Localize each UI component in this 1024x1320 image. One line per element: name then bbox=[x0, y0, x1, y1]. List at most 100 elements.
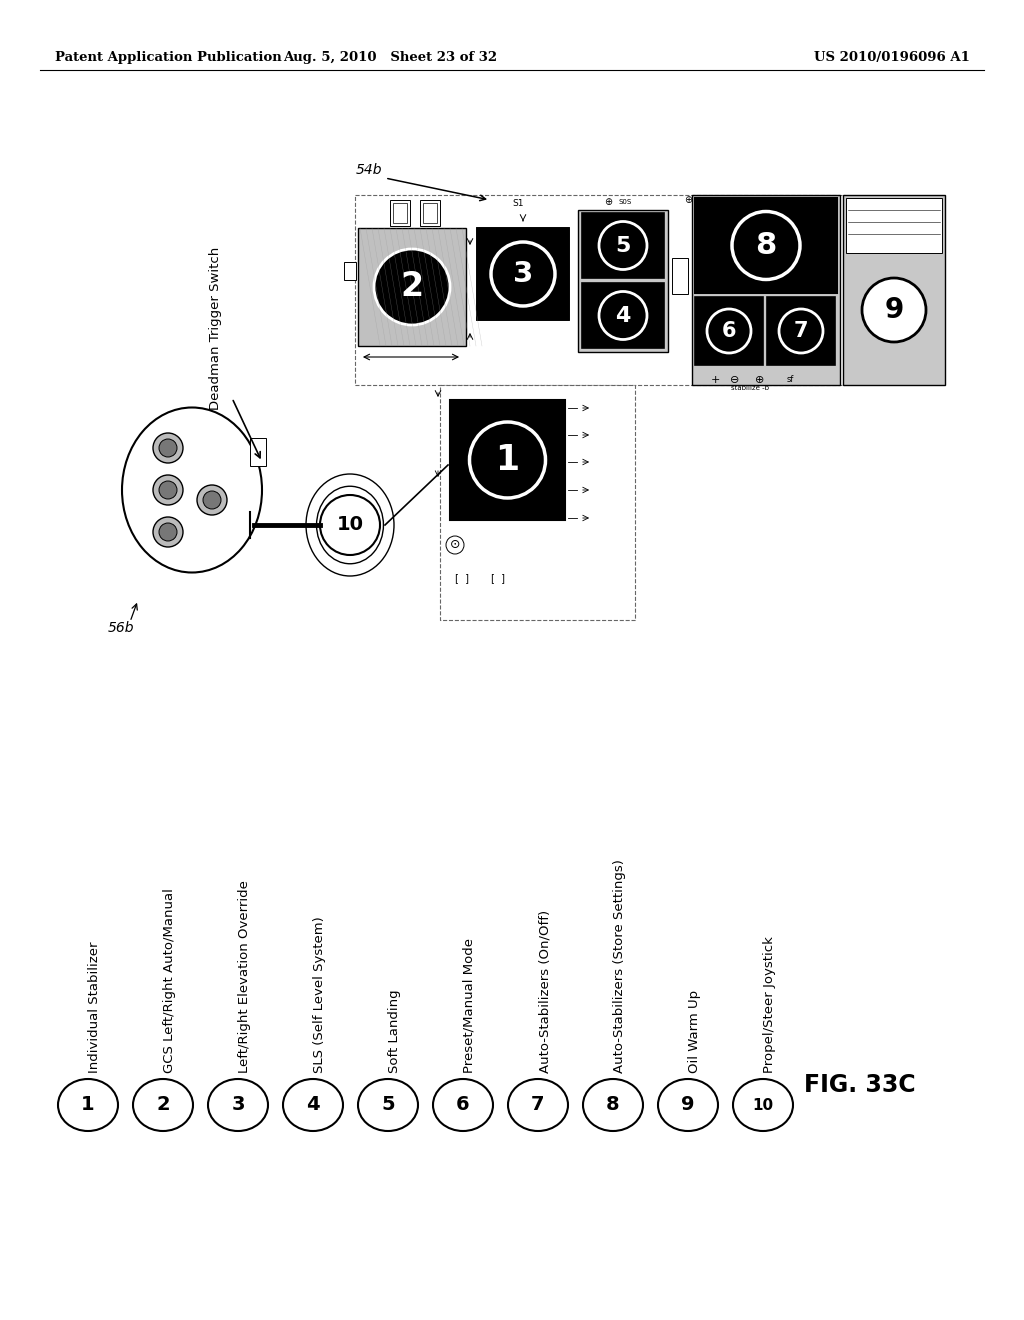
Text: 6: 6 bbox=[722, 321, 736, 341]
Text: S0S: S0S bbox=[618, 199, 632, 205]
Bar bbox=[390, 201, 410, 226]
Text: stabilize -b: stabilize -b bbox=[731, 385, 769, 391]
Bar bbox=[477, 228, 569, 319]
Circle shape bbox=[599, 222, 647, 269]
Text: 9: 9 bbox=[681, 1096, 694, 1114]
Bar bbox=[695, 297, 763, 366]
Text: 10: 10 bbox=[753, 1097, 773, 1113]
Ellipse shape bbox=[208, 1078, 268, 1131]
Text: GCS Left/Right Auto/Manual: GCS Left/Right Auto/Manual bbox=[163, 888, 176, 1073]
Text: ⊖: ⊖ bbox=[730, 375, 739, 385]
Text: US 2010/0196096 A1: US 2010/0196096 A1 bbox=[814, 50, 970, 63]
Bar bbox=[423, 203, 437, 223]
Text: Auto-Stabilizers (Store Settings): Auto-Stabilizers (Store Settings) bbox=[613, 859, 626, 1073]
Text: Left/Right Elevation Override: Left/Right Elevation Override bbox=[238, 880, 251, 1073]
Circle shape bbox=[159, 480, 177, 499]
Text: 7: 7 bbox=[531, 1096, 545, 1114]
Ellipse shape bbox=[733, 1078, 793, 1131]
Ellipse shape bbox=[358, 1078, 418, 1131]
Text: ⊕: ⊕ bbox=[756, 375, 765, 385]
Circle shape bbox=[159, 523, 177, 541]
Text: [  ]: [ ] bbox=[455, 573, 469, 583]
Bar bbox=[582, 282, 664, 348]
Text: sf: sf bbox=[786, 375, 794, 384]
Bar bbox=[672, 257, 688, 294]
Text: Aug. 5, 2010   Sheet 23 of 32: Aug. 5, 2010 Sheet 23 of 32 bbox=[283, 50, 497, 63]
Circle shape bbox=[446, 536, 464, 554]
Text: FIG. 33C: FIG. 33C bbox=[804, 1073, 915, 1097]
Ellipse shape bbox=[508, 1078, 568, 1131]
Circle shape bbox=[203, 491, 221, 510]
Text: 6: 6 bbox=[456, 1096, 470, 1114]
Circle shape bbox=[197, 484, 227, 515]
Ellipse shape bbox=[658, 1078, 718, 1131]
Text: 4: 4 bbox=[615, 305, 631, 326]
Text: Preset/Manual Mode: Preset/Manual Mode bbox=[463, 939, 476, 1073]
Text: 7: 7 bbox=[794, 321, 808, 341]
Bar bbox=[740, 195, 795, 238]
Text: Oil Warm Up: Oil Warm Up bbox=[688, 990, 701, 1073]
Bar bbox=[843, 195, 945, 385]
Circle shape bbox=[599, 292, 647, 339]
Text: Individual Stabilizer: Individual Stabilizer bbox=[88, 941, 101, 1073]
Bar bbox=[344, 261, 356, 280]
Bar bbox=[477, 228, 569, 319]
Bar bbox=[695, 198, 837, 293]
Bar bbox=[420, 201, 440, 226]
Ellipse shape bbox=[58, 1078, 118, 1131]
Text: S1: S1 bbox=[512, 199, 523, 209]
Circle shape bbox=[779, 309, 823, 352]
Ellipse shape bbox=[283, 1078, 343, 1131]
Text: ⊕: ⊕ bbox=[604, 197, 612, 207]
Text: +: + bbox=[711, 375, 720, 385]
Text: Propel/Steer Joystick: Propel/Steer Joystick bbox=[763, 936, 776, 1073]
Text: 5: 5 bbox=[381, 1096, 395, 1114]
Bar bbox=[440, 385, 635, 620]
Ellipse shape bbox=[122, 408, 262, 573]
Ellipse shape bbox=[433, 1078, 493, 1131]
Text: [  ]: [ ] bbox=[490, 573, 505, 583]
Circle shape bbox=[159, 440, 177, 457]
Text: Auto-Stabilizers (On/Off): Auto-Stabilizers (On/Off) bbox=[538, 909, 551, 1073]
Text: ⊕: ⊕ bbox=[684, 195, 692, 205]
Circle shape bbox=[374, 249, 450, 325]
Text: Deadman Trigger Switch: Deadman Trigger Switch bbox=[209, 247, 221, 409]
Text: □: □ bbox=[701, 198, 709, 206]
Bar bbox=[846, 198, 942, 253]
Bar bbox=[582, 213, 664, 279]
Text: 3: 3 bbox=[513, 260, 534, 288]
Circle shape bbox=[469, 422, 546, 498]
Ellipse shape bbox=[133, 1078, 193, 1131]
Text: 2: 2 bbox=[400, 271, 424, 304]
Bar bbox=[250, 438, 266, 466]
Text: 8: 8 bbox=[606, 1096, 620, 1114]
Text: 54b: 54b bbox=[356, 162, 383, 177]
Bar bbox=[767, 297, 835, 366]
Bar bbox=[578, 210, 668, 352]
Bar bbox=[358, 228, 466, 346]
Circle shape bbox=[732, 211, 800, 280]
Text: 3: 3 bbox=[231, 1096, 245, 1114]
Bar bbox=[450, 400, 565, 520]
Text: 9: 9 bbox=[885, 296, 903, 323]
Text: 1: 1 bbox=[81, 1096, 95, 1114]
Circle shape bbox=[153, 475, 183, 506]
Text: Soft Landing: Soft Landing bbox=[388, 990, 401, 1073]
Bar bbox=[393, 203, 407, 223]
Circle shape bbox=[490, 242, 555, 306]
Circle shape bbox=[707, 309, 751, 352]
Circle shape bbox=[319, 495, 380, 554]
Bar bbox=[355, 195, 845, 385]
Text: 10: 10 bbox=[337, 516, 364, 535]
Bar bbox=[692, 195, 840, 385]
Text: Patent Application Publication: Patent Application Publication bbox=[55, 50, 282, 63]
Circle shape bbox=[862, 279, 926, 342]
Text: 2: 2 bbox=[157, 1096, 170, 1114]
Text: ⊙: ⊙ bbox=[450, 539, 460, 552]
Text: 8: 8 bbox=[756, 231, 776, 260]
Text: 1: 1 bbox=[496, 444, 519, 477]
Text: SLS (Self Level System): SLS (Self Level System) bbox=[313, 916, 326, 1073]
Circle shape bbox=[153, 517, 183, 546]
Text: 5: 5 bbox=[615, 235, 631, 256]
Circle shape bbox=[153, 433, 183, 463]
